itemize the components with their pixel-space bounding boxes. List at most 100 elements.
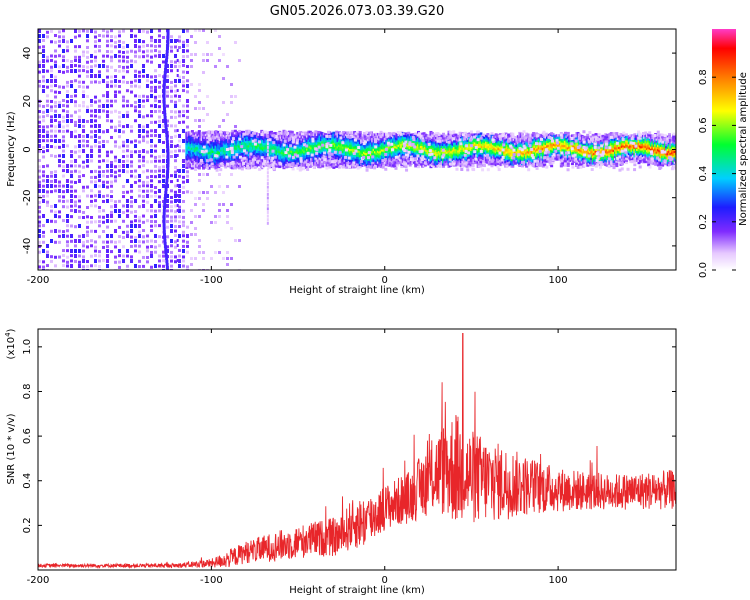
- heatmap-cell: [186, 90, 189, 94]
- heatmap-cell: [158, 224, 161, 228]
- heatmap-cell: [165, 263, 169, 266]
- heatmap-cell: [106, 185, 109, 189]
- heatmap-cell: [50, 174, 53, 178]
- heatmap-cell: [182, 149, 185, 153]
- heatmap-cell: [362, 131, 366, 135]
- heatmap-cell: [114, 54, 117, 58]
- heatmap-cell: [70, 94, 73, 98]
- heatmap-cell: [70, 234, 73, 238]
- heatmap-cell: [178, 174, 181, 178]
- heatmap-cell: [176, 194, 179, 197]
- heatmap-cell: [202, 251, 205, 254]
- heatmap-cell: [206, 113, 209, 116]
- heatmap-cell: [78, 215, 81, 219]
- heatmap-cell: [146, 124, 149, 128]
- heatmap-cell: [86, 164, 89, 168]
- heatmap-cell: [226, 251, 229, 254]
- heatmap-cell: [186, 269, 189, 270]
- heatmap-cell: [38, 250, 41, 254]
- heatmap-cell: [130, 34, 133, 38]
- heatmap-cell: [170, 69, 173, 73]
- heatmap-cell: [166, 44, 170, 47]
- heatmap-cell: [114, 99, 117, 103]
- heatmap-cell: [94, 169, 97, 173]
- heatmap-cell: [158, 264, 161, 268]
- heatmap-cell: [126, 70, 129, 74]
- heatmap-cell: [42, 134, 45, 138]
- heatmap-cell: [118, 110, 121, 114]
- heatmap-cell: [142, 220, 145, 224]
- heatmap-cell: [66, 119, 69, 123]
- heatmap-cell: [176, 244, 179, 247]
- heatmap-cell: [98, 70, 101, 74]
- heatmap-cell: [234, 95, 237, 98]
- heatmap-cell: [58, 189, 61, 193]
- heatmap-cell: [118, 159, 121, 163]
- heatmap-cell: [226, 257, 229, 260]
- heatmap-cell: [74, 180, 77, 184]
- heatmap-cell: [165, 47, 169, 50]
- heatmap-cell: [162, 179, 165, 183]
- heatmap-cell: [158, 34, 161, 38]
- heatmap-cell: [162, 75, 165, 79]
- heatmap-cell: [122, 125, 125, 129]
- heatmap-cell: [408, 164, 412, 167]
- heatmap-cell: [90, 69, 93, 73]
- heatmap-cell: [118, 271, 121, 274]
- heatmap-cell: [126, 124, 129, 128]
- heatmap-cell: [102, 29, 105, 33]
- heatmap-cell: [98, 49, 101, 53]
- heatmap-cell: [62, 259, 65, 263]
- heatmap-cell: [106, 219, 109, 223]
- heatmap-cell: [62, 219, 65, 223]
- heatmap-cell: [214, 65, 217, 68]
- heatmap-cell: [122, 230, 125, 234]
- heatmap-cell: [238, 239, 241, 242]
- heatmap-cell: [102, 180, 105, 184]
- heatmap-cell: [206, 173, 209, 176]
- heatmap-cell: [138, 45, 141, 49]
- heatmap-cell: [98, 124, 101, 128]
- heatmap-cell: [50, 190, 53, 194]
- heatmap-cell: [454, 133, 458, 137]
- heatmap-cell: [42, 214, 45, 218]
- heatmap-cell: [142, 184, 145, 188]
- heatmap-cell: [146, 219, 149, 223]
- heatmap-cell: [254, 162, 258, 166]
- heatmap-cell: [182, 129, 185, 133]
- heatmap-cell: [170, 244, 173, 248]
- heatmap-cell: [94, 50, 97, 54]
- heatmap-cell: [118, 79, 121, 83]
- heatmap-cell: [170, 189, 173, 193]
- heatmap-cell: [90, 54, 93, 58]
- heatmap-cell: [86, 109, 89, 113]
- heatmap-cell: [94, 180, 97, 184]
- heatmap-cell: [118, 145, 121, 149]
- heatmap-cell: [126, 154, 129, 158]
- heatmap-cell: [182, 249, 185, 253]
- heatmap-cell: [407, 131, 411, 135]
- heatmap-cell: [166, 149, 170, 152]
- heatmap-cell: [162, 140, 165, 144]
- heatmap-cell: [70, 130, 73, 134]
- heatmap-cell: [138, 265, 141, 269]
- heatmap-cell: [165, 179, 169, 182]
- heatmap-cell: [106, 90, 109, 94]
- heatmap-cell: [195, 131, 199, 135]
- heatmap-cell: [114, 129, 117, 133]
- heatmap-cell: [290, 130, 294, 134]
- heatmap-cell: [198, 173, 201, 176]
- heatmap-cell: [70, 150, 73, 154]
- heatmap-cell: [164, 65, 168, 68]
- heatmap-cell: [122, 195, 125, 199]
- heatmap-cell: [118, 120, 121, 124]
- heatmap-cell: [106, 129, 109, 133]
- heatmap-cell: [122, 245, 125, 249]
- heatmap-cell: [138, 99, 141, 103]
- heatmap-cell: [158, 169, 161, 173]
- heatmap-cell: [118, 59, 121, 63]
- heatmap-cell: [38, 234, 41, 238]
- heatmap-cell: [118, 129, 121, 133]
- heatmap-cell: [74, 120, 77, 124]
- heatmap-cell: [38, 259, 41, 263]
